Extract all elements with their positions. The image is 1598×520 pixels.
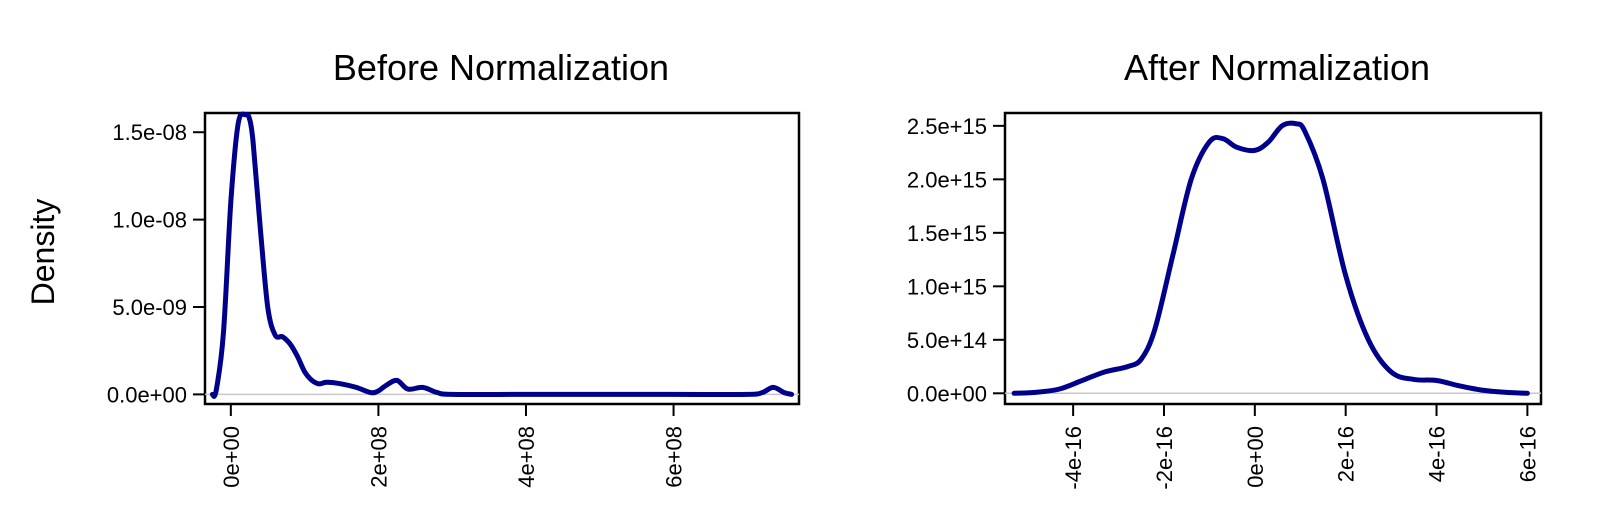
y-tick-label-after: 1.0e+15 [907, 274, 987, 299]
density-curve-before [209, 111, 795, 399]
x-tick-label-after: 6e-16 [1515, 426, 1540, 482]
panel-before-normalization: Before Normalization 0.0e+00 5.0e-09 1.0e-… [107, 47, 801, 488]
x-tick-label-before: 4e+08 [514, 426, 539, 488]
chart-title-before: Before Normalization [333, 47, 669, 88]
y-tick-label-after: 5.0e+14 [907, 328, 987, 353]
y-tick-label-before: 1.5e-08 [112, 120, 187, 145]
x-tick-label-after: -4e-16 [1061, 426, 1086, 490]
density-curve-after [1011, 120, 1530, 396]
y-tick-label-after: 0.0e+00 [907, 381, 987, 406]
x-tick-label-after: -2e-16 [1152, 426, 1177, 490]
x-tick-label-after: 4e-16 [1425, 426, 1450, 482]
panel-after-normalization: After Normalization 0.0e+00 5.0e+14 1.0e+1… [907, 47, 1543, 490]
chart-title-after: After Normalization [1124, 47, 1430, 88]
x-tick-label-before: 0e+00 [219, 426, 244, 488]
axis-ticks-before: 0.0e+00 5.0e-09 1.0e-08 1.5e-08 0e+00 2e+08 4e… [107, 120, 687, 488]
x-tick-label-after: 2e-16 [1334, 426, 1359, 482]
axis-ticks-after: 0.0e+00 5.0e+14 1.0e+15 1.5e+15 2.0e+15 2.5e+… [907, 114, 1541, 490]
y-tick-label-before: 5.0e-09 [112, 295, 187, 320]
y-tick-label-after: 1.5e+15 [907, 221, 987, 246]
y-axis-label-density: Density [25, 199, 61, 306]
y-tick-label-before: 0.0e+00 [107, 382, 187, 407]
plot-frame-after [1003, 111, 1543, 406]
y-tick-label-after: 2.5e+15 [907, 114, 987, 139]
y-tick-label-before: 1.0e-08 [112, 208, 187, 233]
x-tick-label-before: 2e+08 [366, 426, 391, 488]
plot-frame-before [203, 111, 801, 406]
x-tick-label-before: 6e+08 [662, 426, 687, 488]
y-tick-label-after: 2.0e+15 [907, 167, 987, 192]
x-tick-label-after: 0e+00 [1243, 426, 1268, 488]
